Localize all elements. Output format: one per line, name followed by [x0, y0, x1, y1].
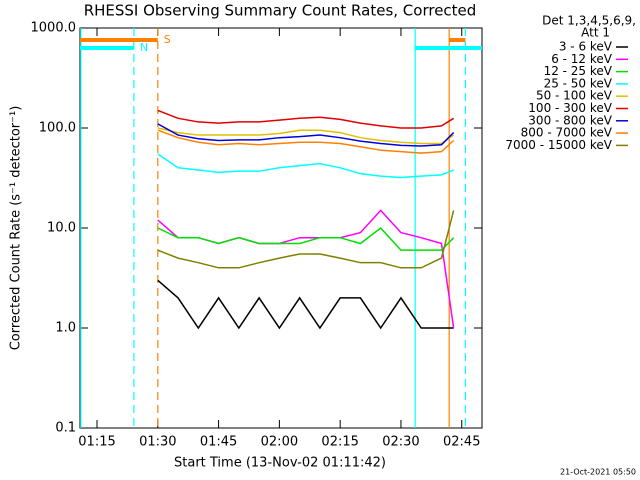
y-tick-label: 1.0: [55, 321, 76, 336]
x-tick-label: 02:15: [321, 435, 358, 450]
legend-label: 100 - 300 keV: [528, 101, 612, 115]
y-tick-label: 1000.0: [31, 21, 77, 36]
series-line: [157, 123, 455, 147]
chart-title: RHESSI Observing Summary Count Rates, Co…: [84, 2, 477, 20]
legend-label: 50 - 100 keV: [536, 89, 613, 103]
legend-label: 300 - 800 keV: [528, 113, 612, 127]
legend-label: 12 - 25 keV: [544, 64, 613, 78]
legend-label: 800 - 7000 keV: [521, 126, 613, 140]
legend-label: 7000 - 15000 keV: [505, 138, 612, 152]
flag-label: N: [140, 41, 148, 54]
legend-label: 3 - 6 keV: [559, 40, 613, 54]
y-tick-label: 0.1: [55, 421, 76, 436]
legend-title: Att 1: [581, 26, 610, 40]
flag-label: S: [164, 33, 171, 46]
x-axis-label: Start Time (13-Nov-02 01:11:42): [174, 456, 386, 471]
series-line: [157, 109, 455, 129]
series-line: [157, 153, 454, 179]
y-tick-label: 100.0: [39, 121, 76, 136]
legend-label: 25 - 50 keV: [544, 76, 613, 90]
x-tick-label: 01:30: [139, 435, 176, 450]
footer: 21-Oct-2021 05:50: [560, 468, 636, 477]
x-tick-label: 02:00: [261, 435, 298, 450]
series-line: [157, 210, 455, 269]
legend-label: 6 - 12 keV: [551, 52, 613, 66]
x-tick-label: 02:30: [382, 435, 419, 450]
y-axis-label: Corrected Count Rate (s⁻¹ detector⁻¹): [9, 106, 24, 351]
series-line: [157, 127, 455, 145]
legend-title: Det 1,3,4,5,6,9,: [542, 14, 636, 28]
x-tick-label: 01:45: [200, 435, 237, 450]
series-line: [157, 279, 454, 330]
x-tick-label: 02:45: [443, 435, 480, 450]
y-tick-label: 10.0: [47, 221, 76, 236]
series-line: [157, 226, 455, 251]
x-tick-label: 01:15: [78, 435, 115, 450]
series-line: [157, 129, 455, 154]
